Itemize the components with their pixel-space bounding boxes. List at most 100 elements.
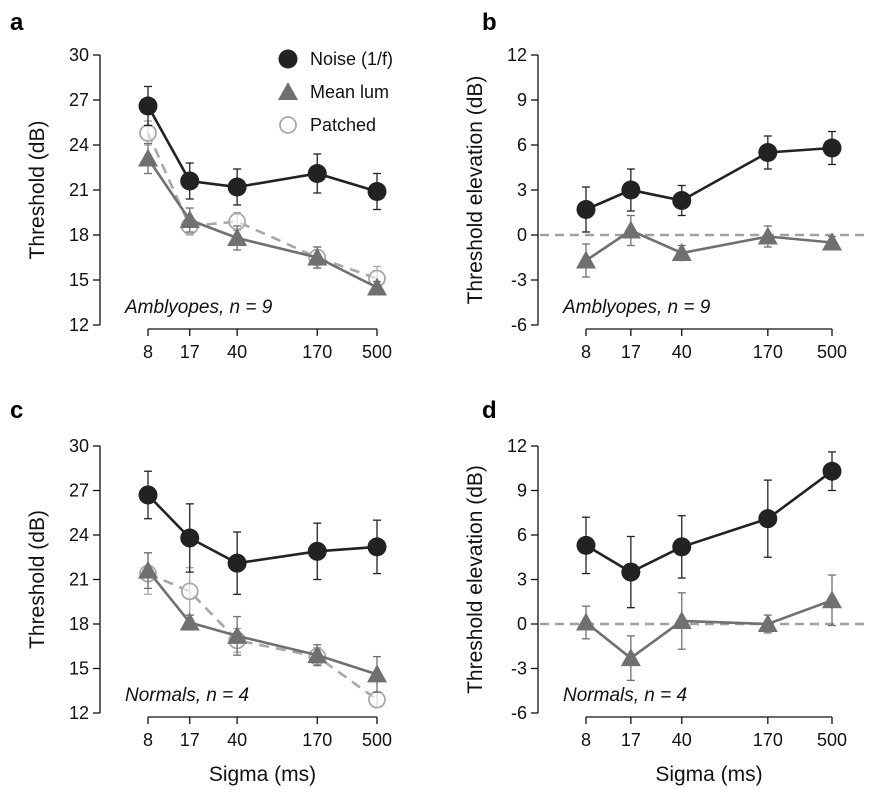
x-tick-label: 170 bbox=[753, 342, 783, 362]
panel-letter-c: c bbox=[10, 397, 23, 424]
series-line-noise bbox=[585, 146, 833, 211]
y-tick-label: 12 bbox=[69, 315, 89, 335]
data-point-noise bbox=[758, 509, 778, 529]
data-point-mean_lum bbox=[138, 560, 158, 579]
y-tick-label: 0 bbox=[517, 614, 527, 634]
data-point-noise bbox=[227, 553, 247, 573]
x-tick-label: 170 bbox=[753, 730, 783, 750]
data-point-mean_lum bbox=[227, 625, 248, 644]
x-tick-label: 17 bbox=[621, 730, 641, 750]
y-tick-label: -6 bbox=[511, 315, 527, 335]
x-tick-label: 17 bbox=[621, 342, 641, 362]
group-annotation: Normals, n = 4 bbox=[125, 685, 249, 706]
data-point-mean_lum bbox=[757, 226, 778, 245]
data-point-mean_lum bbox=[822, 232, 842, 251]
series-mean_lum bbox=[138, 142, 387, 296]
data-point-patched bbox=[180, 582, 199, 601]
data-point-patched bbox=[368, 690, 386, 709]
data-point-mean_lum bbox=[307, 247, 328, 266]
legend-label-mean_lum: Mean lum bbox=[310, 82, 389, 102]
data-point-mean_lum bbox=[671, 611, 692, 630]
y-tick-label: -6 bbox=[511, 703, 527, 723]
x-tick-label: 170 bbox=[302, 730, 332, 750]
series-noise bbox=[576, 451, 842, 609]
panel-a: a 12 15 18 21 24 27 30 Threshold (dB) 8 17 40 170 500… bbox=[10, 9, 393, 362]
x-tick-label: 40 bbox=[672, 730, 692, 750]
y-tick-label: 27 bbox=[69, 481, 89, 501]
data-point-mean_lum bbox=[179, 210, 200, 228]
series-noise bbox=[138, 85, 387, 211]
panel-letter-b: b bbox=[482, 9, 497, 36]
y-tick-label: 12 bbox=[507, 436, 527, 456]
x-axis-label: Sigma (ms) bbox=[209, 763, 316, 786]
group-annotation: Normals, n = 4 bbox=[563, 685, 687, 706]
data-point-noise bbox=[758, 143, 778, 162]
series-mean_lum bbox=[576, 214, 842, 278]
data-point-mean_lum bbox=[620, 220, 641, 239]
x-tick-label: 500 bbox=[817, 342, 847, 362]
x-tick-label: 17 bbox=[180, 342, 200, 362]
y-tick-label: 24 bbox=[69, 525, 89, 545]
y-axis-label: Threshold elevation (dB) bbox=[464, 465, 487, 694]
series-line-patched bbox=[146, 132, 378, 280]
y-tick-label: 15 bbox=[69, 270, 89, 290]
group-annotation: Amblyopes, n = 9 bbox=[562, 297, 711, 318]
legend-marker-patched bbox=[279, 116, 297, 134]
y-tick-label: 21 bbox=[69, 570, 89, 590]
data-point-mean_lum bbox=[138, 148, 158, 167]
x-tick-label: 40 bbox=[227, 730, 247, 750]
data-point-noise bbox=[180, 528, 200, 548]
x-tick-label: 40 bbox=[227, 342, 247, 362]
data-point-noise bbox=[180, 171, 200, 191]
y-axis-label: Threshold (dB) bbox=[26, 121, 49, 260]
data-point-noise bbox=[822, 138, 842, 158]
data-point-mean_lum bbox=[367, 664, 387, 683]
data-point-mean_lum bbox=[576, 250, 596, 269]
data-point-mean_lum bbox=[822, 590, 842, 609]
legend: Noise (1/f) Mean lum Patched bbox=[278, 49, 393, 135]
y-tick-label: 15 bbox=[69, 659, 89, 679]
data-point-noise bbox=[227, 177, 247, 197]
data-point-noise bbox=[822, 461, 842, 481]
data-point-noise bbox=[138, 485, 158, 505]
data-point-noise bbox=[672, 537, 692, 557]
data-point-mean_lum bbox=[576, 612, 596, 631]
y-tick-label: 9 bbox=[517, 90, 527, 110]
data-point-noise bbox=[621, 562, 641, 582]
y-tick-label: 3 bbox=[517, 180, 527, 200]
data-point-noise bbox=[672, 191, 692, 210]
y-tick-label: 9 bbox=[517, 481, 527, 501]
data-point-noise bbox=[307, 541, 327, 561]
x-tick-label: 170 bbox=[302, 342, 332, 362]
x-tick-label: 8 bbox=[143, 342, 153, 362]
series-mean_lum bbox=[576, 574, 842, 682]
data-point-mean_lum bbox=[179, 612, 200, 631]
legend-label-patched: Patched bbox=[310, 115, 376, 135]
data-point-noise bbox=[576, 200, 596, 219]
panel-letter-d: d bbox=[482, 397, 497, 424]
x-tick-label: 500 bbox=[362, 342, 392, 362]
data-point-noise bbox=[621, 180, 641, 200]
series-mean_lum bbox=[138, 552, 387, 693]
data-point-noise bbox=[367, 182, 387, 201]
panel-letter-a: a bbox=[10, 9, 24, 36]
data-point-mean_lum bbox=[227, 228, 248, 246]
data-point-noise bbox=[138, 96, 158, 116]
series-line-noise bbox=[585, 470, 833, 574]
legend-marker-noise bbox=[278, 49, 298, 69]
data-point-mean_lum bbox=[307, 645, 328, 664]
series-noise bbox=[138, 470, 387, 595]
legend-marker-mean-lum bbox=[278, 82, 298, 100]
y-tick-label: 6 bbox=[517, 525, 527, 545]
y-tick-label: 6 bbox=[517, 135, 527, 155]
data-point-mean_lum bbox=[671, 243, 692, 261]
x-axis-label: Sigma (ms) bbox=[655, 763, 762, 786]
y-axis-label: Threshold elevation (dB) bbox=[464, 76, 487, 305]
data-point-patched bbox=[139, 124, 157, 142]
x-tick-label: 500 bbox=[817, 730, 847, 750]
series-patched bbox=[139, 120, 386, 292]
y-tick-label: 12 bbox=[69, 703, 89, 723]
x-tick-label: 8 bbox=[581, 342, 591, 362]
series-line-mean_lum bbox=[146, 569, 378, 676]
